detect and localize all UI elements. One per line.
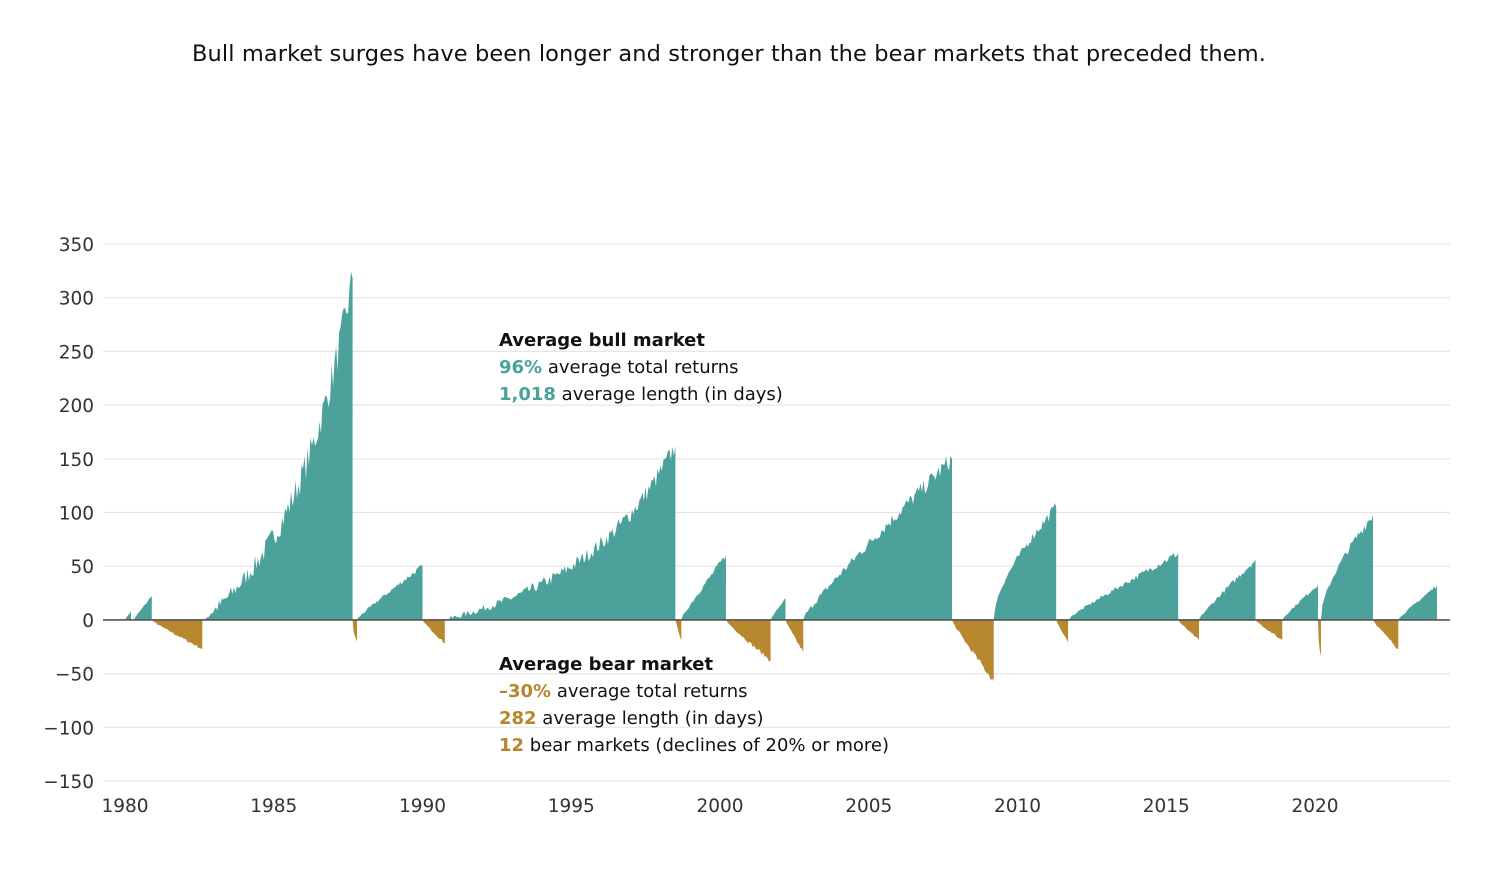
bull-length-value: 1,018 [499,384,556,405]
bull-annotation-line: 96% average total returns [499,354,783,381]
bear-length-label: average length (in days) [536,708,764,729]
bull-market-annotation: Average bull market 96% average total re… [499,327,783,408]
y-tick-label: −50 [55,665,94,686]
bear-market-area [725,619,771,662]
x-tick-label: 1985 [250,796,297,817]
bull-return-value: 96% [499,357,543,378]
bull-market-area [1198,559,1256,620]
bear-market-area [352,619,358,642]
y-tick-label: 0 [82,611,94,632]
x-tick-label: 2005 [845,796,892,817]
bull-market-area [993,503,1057,620]
y-tick-label: 200 [59,396,94,417]
x-tick-label: 2010 [994,796,1041,817]
bear-market-area [1373,619,1399,649]
x-tick-label: 2015 [1143,796,1190,817]
x-tick-label: 1980 [101,796,148,817]
bear-annotation-line: –30% average total returns [499,678,889,705]
y-tick-label: 350 [59,235,94,256]
y-tick-label: 250 [59,342,94,363]
bear-market-area [151,619,203,649]
bear-market-area [1317,619,1321,657]
market-areas [125,271,1437,682]
grid-lines [103,243,1450,782]
y-tick-label: 100 [59,504,94,525]
bull-market-area [133,596,152,620]
bear-market-area [785,619,804,653]
bull-market-area [1320,514,1374,620]
x-tick-label: 2000 [696,796,743,817]
chart-headline: Bull market surges have been longer and … [192,41,1266,67]
bear-annotation-title: Average bear market [499,654,714,675]
bull-market-area [357,564,423,620]
y-axis: 350 300 250 200 150 100 50 0 −50 −100 −150 [43,235,94,793]
bear-market-area [1178,619,1199,641]
bull-market-area [770,598,786,620]
bull-market-area [1068,553,1179,620]
y-tick-label: 50 [70,557,94,578]
bear-market-annotation: Average bear market –30% average total r… [499,651,889,759]
bear-annotation-line: 12 bear markets (declines of 20% or more… [499,732,889,759]
bull-market-area [444,445,676,620]
bear-count-value: 12 [499,735,525,756]
bull-return-label: average total returns [542,357,739,378]
bear-return-value: –30% [499,681,552,702]
bull-market-area [803,455,953,620]
bear-market-area [952,619,994,682]
bear-annotation-line: 282 average length (in days) [499,705,889,732]
y-tick-label: −150 [43,772,94,793]
bull-annotation-title: Average bull market [499,330,705,351]
y-tick-label: −100 [43,718,94,739]
bear-market-area [1056,619,1069,643]
bull-annotation-line: 1,018 average length (in days) [499,381,783,408]
x-tick-label: 1995 [548,796,595,817]
y-tick-label: 150 [59,450,94,471]
bear-market-area [422,619,445,644]
bear-market-area [675,619,682,641]
bull-market-area [1282,584,1318,620]
x-tick-label: 2020 [1291,796,1338,817]
x-tick-label: 1990 [399,796,446,817]
bull-length-label: average length (in days) [555,384,783,405]
y-tick-label: 300 [59,289,94,310]
bear-market-area [1255,619,1283,641]
bear-count-label: bear markets (declines of 20% or more) [524,735,890,756]
bear-length-value: 282 [499,708,537,729]
bull-market-area [1398,585,1437,620]
bull-market-area [681,555,726,620]
bull-market-area [125,611,131,620]
x-axis: 1980 1985 1990 1995 2000 2005 2010 2015 2020 [101,796,1338,817]
bear-return-label: average total returns [551,681,748,702]
bull-market-area [202,271,353,620]
